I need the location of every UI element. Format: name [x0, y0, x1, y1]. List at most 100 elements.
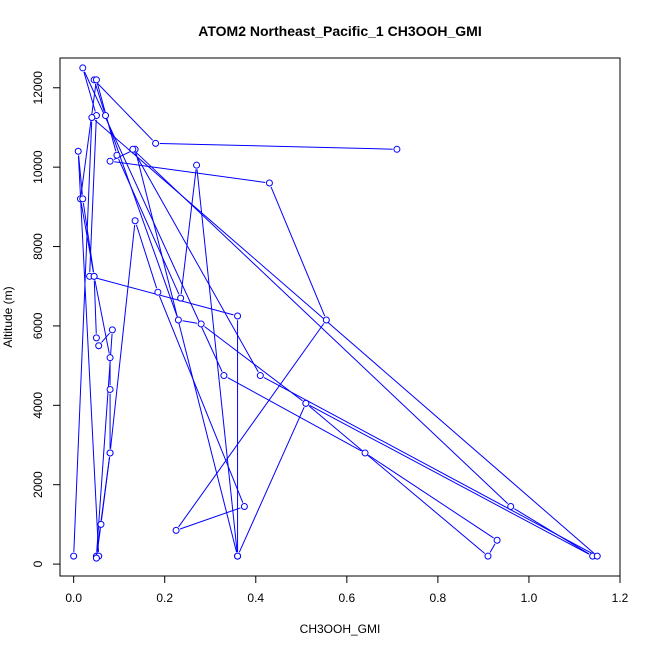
- series-segment: [80, 83, 97, 195]
- data-point: [177, 294, 185, 302]
- y-tick-label: 12000: [31, 71, 45, 105]
- series-segment: [135, 153, 238, 553]
- data-point: [90, 272, 98, 280]
- series-segment: [96, 528, 101, 555]
- data-point: [361, 449, 369, 457]
- y-tick-label: 10000: [31, 150, 45, 184]
- x-tick-label: 1.2: [612, 591, 629, 605]
- x-tick-label: 1.0: [521, 591, 538, 605]
- series-segment: [159, 142, 393, 150]
- data-point: [106, 449, 114, 457]
- y-tick-label: 6000: [31, 312, 45, 339]
- y-axis-label: Altitude (m): [1, 286, 15, 347]
- series-segment: [106, 119, 178, 317]
- data-point: [79, 64, 87, 72]
- x-tick-label: 0.8: [430, 591, 447, 605]
- data-point: [74, 147, 82, 155]
- series-segment: [182, 320, 198, 324]
- series-segment: [270, 186, 326, 317]
- series-segment: [309, 404, 590, 555]
- data-point: [106, 354, 114, 362]
- data-point: [593, 552, 601, 560]
- data-point: [79, 195, 87, 203]
- series-segment: [73, 121, 93, 552]
- series-segment: [135, 151, 509, 505]
- series-segment: [135, 224, 158, 289]
- series-segment: [179, 507, 241, 530]
- x-tick-label: 0.6: [338, 591, 355, 605]
- data-point: [152, 139, 160, 147]
- series-segment: [94, 83, 105, 112]
- data-point: [172, 526, 180, 534]
- y-tick-label: 8000: [31, 233, 45, 260]
- series-layer: [70, 64, 601, 562]
- data-point: [92, 334, 100, 342]
- series-segment: [101, 457, 111, 521]
- data-point: [95, 342, 103, 350]
- data-point: [70, 552, 78, 560]
- series-segment: [94, 280, 110, 354]
- data-point: [92, 554, 100, 562]
- series-segment: [101, 332, 110, 343]
- plot-frame: [59, 57, 621, 577]
- data-point: [220, 372, 228, 380]
- x-tick-label: 0.4: [247, 591, 264, 605]
- data-point: [88, 114, 96, 122]
- y-tick-label: 4000: [31, 392, 45, 419]
- data-point: [129, 145, 137, 153]
- data-point: [197, 320, 205, 328]
- series-segment: [308, 405, 486, 554]
- data-point: [493, 536, 501, 544]
- data-point: [113, 151, 121, 159]
- series-segment: [93, 280, 97, 334]
- data-point: [108, 326, 116, 334]
- series-segment: [96, 82, 154, 141]
- data-point: [234, 312, 242, 320]
- data-point: [92, 76, 100, 84]
- data-point: [234, 552, 242, 560]
- series-segment: [110, 224, 136, 449]
- series-segment: [96, 334, 113, 552]
- series-segment: [93, 276, 234, 316]
- series-segment: [368, 454, 494, 539]
- series-segment: [94, 119, 595, 554]
- series-segment: [118, 158, 180, 295]
- data-point: [484, 552, 492, 560]
- series-segment: [114, 161, 266, 183]
- series-segment: [180, 169, 197, 295]
- data-point: [97, 520, 105, 528]
- data-point: [106, 385, 114, 393]
- x-axis-label: CH3OOH_GMI: [300, 622, 381, 636]
- x-tick-label: 0.0: [65, 591, 82, 605]
- series-segment: [238, 406, 305, 553]
- data-point: [240, 503, 248, 511]
- data-point: [265, 179, 273, 187]
- data-point: [193, 161, 201, 169]
- data-point: [102, 112, 110, 120]
- series-segment: [178, 323, 325, 528]
- data-point: [322, 316, 330, 324]
- data-point: [174, 316, 182, 324]
- data-point: [256, 372, 264, 380]
- data-point: [393, 145, 401, 153]
- x-tick-label: 0.2: [156, 591, 173, 605]
- series-segment: [158, 295, 244, 503]
- y-tick-label: 0: [31, 560, 45, 567]
- series-segment: [134, 152, 259, 373]
- chart-title: ATOM2 Northeast_Pacific_1 CH3OOH_GMI: [198, 23, 481, 39]
- series-segment: [227, 377, 362, 452]
- x-axis: 0.0 0.2 0.4 0.6 0.8 1.0 1.2: [65, 576, 629, 605]
- y-axis: 0 2000 4000 6000 8000 10000 12000: [31, 71, 60, 567]
- series-segment: [263, 377, 594, 555]
- data-point: [131, 217, 139, 225]
- data-point: [154, 288, 162, 296]
- series-segment: [82, 202, 95, 273]
- series-segment: [489, 543, 496, 553]
- series-segment: [196, 169, 238, 553]
- data-point: [302, 399, 310, 407]
- y-tick-label: 2000: [31, 471, 45, 498]
- data-point: [106, 157, 114, 165]
- data-point: [507, 503, 515, 511]
- series-segment: [77, 155, 99, 552]
